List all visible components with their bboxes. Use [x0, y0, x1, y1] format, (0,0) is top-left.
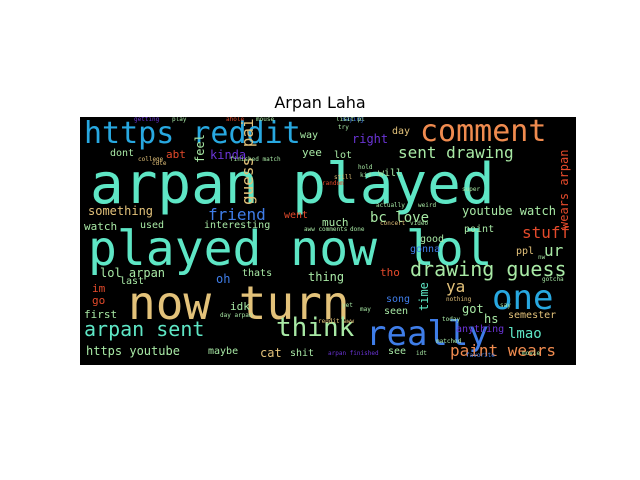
word-shit: shit [290, 348, 315, 359]
word-one: one [492, 278, 554, 318]
word-saying: saying [342, 117, 364, 123]
word-will: will [378, 168, 403, 179]
word-may: may [360, 306, 371, 313]
word-thats: thats [242, 268, 273, 279]
word-idt: idt [416, 350, 427, 357]
word-lisit-pl: lisit pl [336, 117, 365, 123]
word-favorite: favorite [466, 352, 495, 359]
word-cute: cute [152, 160, 167, 167]
word-stuff: stuff [522, 223, 571, 242]
word-bc-love: bc love [370, 210, 430, 226]
word-random: random [322, 180, 344, 187]
word-point: point [464, 224, 495, 235]
word-matched: matched [436, 338, 462, 345]
word-tho: tho [380, 266, 400, 279]
word-yet: yet [342, 302, 353, 309]
word-aww-comments: aww comments [304, 226, 348, 233]
word-semester: semester [508, 310, 557, 321]
word-something: something [88, 204, 154, 218]
word-day-arpan: day arpan [220, 312, 253, 319]
word-thing: thing [308, 270, 345, 284]
word-arpan-finished: arpan finished [328, 350, 379, 357]
word-lol-arpan: lol arpan [100, 266, 166, 280]
word-think: think [276, 313, 355, 343]
word-nothing: nothing [446, 296, 472, 303]
word-ur: ur [544, 241, 564, 260]
word-wears-arpan: wears arpan [557, 149, 571, 229]
word-say: say [500, 302, 511, 309]
word-maybe: maybe [208, 346, 239, 357]
word-ahole: ahole [226, 117, 245, 123]
word-comment: comment [420, 117, 547, 149]
word-cloud: arpan played played now lol now turn htt… [80, 117, 576, 365]
figure-title: Arpan Laha [274, 93, 366, 112]
word-watch: watch [84, 220, 118, 233]
word-really: really [366, 314, 489, 354]
word-see: see [388, 346, 407, 357]
word-time: time [417, 282, 431, 311]
word-got: got [462, 302, 484, 316]
word-actually: actually [376, 202, 405, 209]
word-song: song [386, 294, 411, 305]
word-lot: lot [334, 150, 353, 161]
word-anything: anything [456, 324, 505, 335]
word-lmao: lmao [508, 326, 542, 342]
word-paint-wears: paint wears [450, 341, 556, 360]
word-sent-drawing: sent drawing [398, 143, 514, 162]
word-super: super [462, 186, 481, 193]
word-played-now-lol: played now lol [88, 221, 493, 277]
word-cat: cat [260, 346, 282, 360]
word-seen: seen [384, 306, 409, 317]
word-good: good [420, 234, 445, 245]
word-used: used [140, 220, 165, 231]
word-arpan-played: arpan played [90, 152, 495, 217]
word-kinda: kinda [210, 148, 247, 162]
word-movie: movie [522, 350, 541, 357]
word-today: today [442, 316, 461, 323]
word-im: im [92, 282, 106, 295]
word-hs: hs [484, 312, 499, 326]
word-youtube-watch: youtube watch [462, 204, 556, 218]
word-right: right [352, 132, 389, 146]
word-way: way [300, 130, 319, 141]
word-arpan-sent: arpan sent [84, 317, 205, 341]
word-mouse: mouse [256, 117, 275, 123]
word-ya: ya [446, 277, 466, 296]
word-reddit-aww: reddit aww [318, 318, 355, 325]
word-ppl: ppl [516, 246, 535, 257]
word-weird: weird [418, 202, 437, 209]
word-drawing-guess: drawing guess [410, 257, 567, 281]
word-idk: idk [230, 300, 250, 313]
word-video: video [410, 220, 429, 227]
word-day: day [392, 126, 411, 137]
word-much: much [322, 216, 349, 229]
word-still: still [334, 174, 353, 181]
word-go: go [92, 294, 106, 307]
word-went: went [284, 210, 309, 221]
word-play: play [172, 117, 187, 123]
word-yee: yee [302, 146, 322, 159]
word-feel: feel [193, 134, 207, 163]
word-hold: hold [358, 164, 373, 171]
word-nw: nw [538, 254, 546, 261]
word-try: try [338, 124, 349, 131]
word-gonna: gonna [410, 244, 441, 255]
word-friend: friend [208, 205, 266, 224]
word-oh: oh [216, 272, 231, 286]
word-first: first [84, 308, 118, 321]
word-last: last [120, 276, 145, 287]
word-abt: abt [166, 148, 186, 161]
word-college: college [138, 156, 164, 163]
word-interesting: interesting [204, 220, 271, 231]
word-concert: concert [380, 220, 406, 227]
word-https-youtube: https youtube [86, 344, 180, 358]
word-finished-match: finished match [230, 156, 281, 163]
word-https-reddit: https reddit [84, 117, 301, 151]
word-kid: kid [360, 172, 371, 179]
word-gotcha: gotcha [542, 276, 564, 283]
word-done: done [350, 226, 365, 233]
word-getting: getting [134, 117, 160, 123]
word-dont: dont [110, 148, 135, 159]
word-now-turn: now turn [128, 276, 350, 330]
